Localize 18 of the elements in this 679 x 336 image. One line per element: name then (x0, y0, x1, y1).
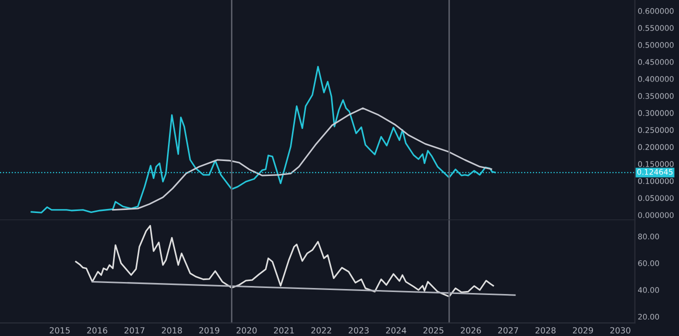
x-tick-label: 2022 (311, 327, 332, 334)
line-series (112, 107, 492, 211)
x-tick-label: 2027 (498, 327, 518, 334)
x-tick-label: 2024 (386, 327, 406, 334)
x-tick-label: 2030 (610, 327, 630, 334)
x-tick-label: 2025 (423, 327, 444, 334)
x-tick-label: 2017 (124, 327, 144, 334)
line-series (75, 224, 494, 298)
x-tick-label: 2019 (199, 327, 220, 334)
x-tick-label: 2026 (460, 327, 481, 334)
x-tick-label: 2015 (50, 327, 70, 334)
x-tick-label: 2020 (236, 327, 257, 334)
x-tick-label: 2021 (274, 327, 294, 334)
x-tick-label: 2029 (572, 327, 593, 334)
x-tick-label: 2028 (536, 327, 556, 334)
x-tick-label: 2023 (348, 327, 369, 334)
x-tick-label: 2016 (87, 327, 108, 334)
x-tick-label: 2018 (162, 327, 182, 334)
